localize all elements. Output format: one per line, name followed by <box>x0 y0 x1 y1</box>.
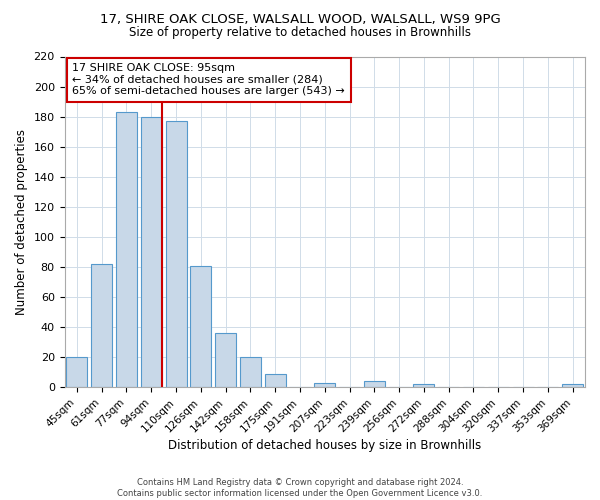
Bar <box>67 358 88 388</box>
Text: Size of property relative to detached houses in Brownhills: Size of property relative to detached ho… <box>129 26 471 39</box>
Bar <box>240 358 261 388</box>
Text: Contains HM Land Registry data © Crown copyright and database right 2024.
Contai: Contains HM Land Registry data © Crown c… <box>118 478 482 498</box>
Bar <box>215 333 236 388</box>
Bar <box>116 112 137 388</box>
Bar <box>413 384 434 388</box>
Bar <box>314 383 335 388</box>
Bar <box>141 116 162 388</box>
Bar <box>364 382 385 388</box>
X-axis label: Distribution of detached houses by size in Brownhills: Distribution of detached houses by size … <box>168 440 481 452</box>
Bar <box>166 121 187 388</box>
Bar <box>562 384 583 388</box>
Bar <box>265 374 286 388</box>
Text: 17 SHIRE OAK CLOSE: 95sqm
← 34% of detached houses are smaller (284)
65% of semi: 17 SHIRE OAK CLOSE: 95sqm ← 34% of detac… <box>73 63 345 96</box>
Bar <box>91 264 112 388</box>
Y-axis label: Number of detached properties: Number of detached properties <box>15 129 28 315</box>
Bar <box>190 266 211 388</box>
Text: 17, SHIRE OAK CLOSE, WALSALL WOOD, WALSALL, WS9 9PG: 17, SHIRE OAK CLOSE, WALSALL WOOD, WALSA… <box>100 12 500 26</box>
